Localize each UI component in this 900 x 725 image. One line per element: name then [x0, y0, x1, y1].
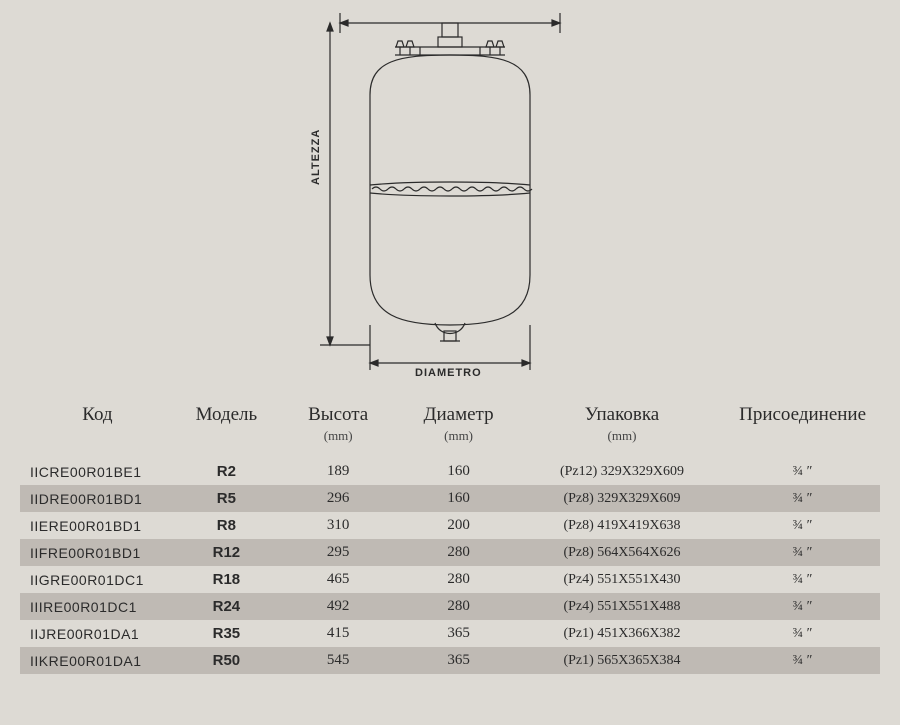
specs-table: Код Модель Высота Диаметр Упаковка Присо…	[20, 400, 880, 674]
unit-code	[20, 428, 175, 458]
cell-model: R5	[175, 485, 278, 512]
cell-diameter: 200	[398, 512, 518, 539]
cell-model: R50	[175, 647, 278, 674]
cell-code: IIGRE00R01DC1	[20, 566, 175, 593]
col-packaging: Упаковка	[519, 400, 725, 428]
cell-code: IIERE00R01BD1	[20, 512, 175, 539]
cell-diameter: 280	[398, 593, 518, 620]
cell-conn: ¾ ″	[725, 647, 880, 674]
cell-conn: ¾ ″	[725, 593, 880, 620]
height-dimension-label: ALTEZZA	[310, 129, 322, 185]
cell-diameter: 365	[398, 620, 518, 647]
cell-pack: (Pz1) 451X366X382	[519, 620, 725, 647]
cell-height: 415	[278, 620, 398, 647]
unit-packaging: (mm)	[519, 428, 725, 458]
header-row: Код Модель Высота Диаметр Упаковка Присо…	[20, 400, 880, 428]
cell-pack: (Pz1) 565X365X384	[519, 647, 725, 674]
cell-conn: ¾ ″	[725, 485, 880, 512]
col-connection: Присоединение	[725, 400, 880, 428]
cell-conn: ¾ ″	[725, 512, 880, 539]
cell-diameter: 160	[398, 485, 518, 512]
col-diameter: Диаметр	[398, 400, 518, 428]
cell-height: 465	[278, 566, 398, 593]
tank-diagram	[300, 5, 600, 385]
table-row: IIJRE00R01DA1R35415365(Pz1) 451X366X382¾…	[20, 620, 880, 647]
page-root: ALTEZZA DIAMETRO Код Модель Высота Диаме…	[0, 0, 900, 725]
units-row: (mm) (mm) (mm)	[20, 428, 880, 458]
cell-conn: ¾ ″	[725, 458, 880, 485]
cell-pack: (Pz8) 419X419X638	[519, 512, 725, 539]
table-row: IIGRE00R01DC1R18465280(Pz4) 551X551X430¾…	[20, 566, 880, 593]
table-row: IIERE00R01BD1R8310200(Pz8) 419X419X638¾ …	[20, 512, 880, 539]
cell-height: 545	[278, 647, 398, 674]
specs-table-wrap: Код Модель Высота Диаметр Упаковка Присо…	[20, 400, 880, 674]
cell-diameter: 365	[398, 647, 518, 674]
col-height: Высота	[278, 400, 398, 428]
cell-height: 296	[278, 485, 398, 512]
cell-diameter: 160	[398, 458, 518, 485]
table-row: IIIRE00R01DC1R24492280(Pz4) 551X551X488¾…	[20, 593, 880, 620]
cell-model: R18	[175, 566, 278, 593]
tank-svg	[300, 5, 600, 385]
cell-pack: (Pz4) 551X551X430	[519, 566, 725, 593]
cell-height: 310	[278, 512, 398, 539]
cell-diameter: 280	[398, 539, 518, 566]
cell-height: 295	[278, 539, 398, 566]
cell-model: R24	[175, 593, 278, 620]
table-row: IICRE00R01BE1R2189160(Pz12) 329X329X609¾…	[20, 458, 880, 485]
cell-height: 492	[278, 593, 398, 620]
cell-code: IIIRE00R01DC1	[20, 593, 175, 620]
cell-pack: (Pz4) 551X551X488	[519, 593, 725, 620]
diameter-dimension-label: DIAMETRO	[415, 367, 482, 379]
cell-pack: (Pz8) 329X329X609	[519, 485, 725, 512]
unit-model	[175, 428, 278, 458]
cell-model: R12	[175, 539, 278, 566]
table-body: IICRE00R01BE1R2189160(Pz12) 329X329X609¾…	[20, 458, 880, 674]
cell-model: R35	[175, 620, 278, 647]
cell-diameter: 280	[398, 566, 518, 593]
unit-connection	[725, 428, 880, 458]
col-model: Модель	[175, 400, 278, 428]
cell-model: R8	[175, 512, 278, 539]
table-row: IIDRE00R01BD1R5296160(Pz8) 329X329X609¾ …	[20, 485, 880, 512]
unit-diameter: (mm)	[398, 428, 518, 458]
cell-code: IIFRE00R01BD1	[20, 539, 175, 566]
cell-conn: ¾ ″	[725, 539, 880, 566]
unit-height: (mm)	[278, 428, 398, 458]
cell-code: IIJRE00R01DA1	[20, 620, 175, 647]
table-row: IIFRE00R01BD1R12295280(Pz8) 564X564X626¾…	[20, 539, 880, 566]
cell-model: R2	[175, 458, 278, 485]
col-code: Код	[20, 400, 175, 428]
cell-conn: ¾ ″	[725, 620, 880, 647]
cell-code: IIKRE00R01DA1	[20, 647, 175, 674]
table-row: IIKRE00R01DA1R50545365(Pz1) 565X365X384¾…	[20, 647, 880, 674]
cell-code: IICRE00R01BE1	[20, 458, 175, 485]
cell-pack: (Pz8) 564X564X626	[519, 539, 725, 566]
cell-code: IIDRE00R01BD1	[20, 485, 175, 512]
cell-pack: (Pz12) 329X329X609	[519, 458, 725, 485]
cell-conn: ¾ ″	[725, 566, 880, 593]
table-head: Код Модель Высота Диаметр Упаковка Присо…	[20, 400, 880, 458]
cell-height: 189	[278, 458, 398, 485]
